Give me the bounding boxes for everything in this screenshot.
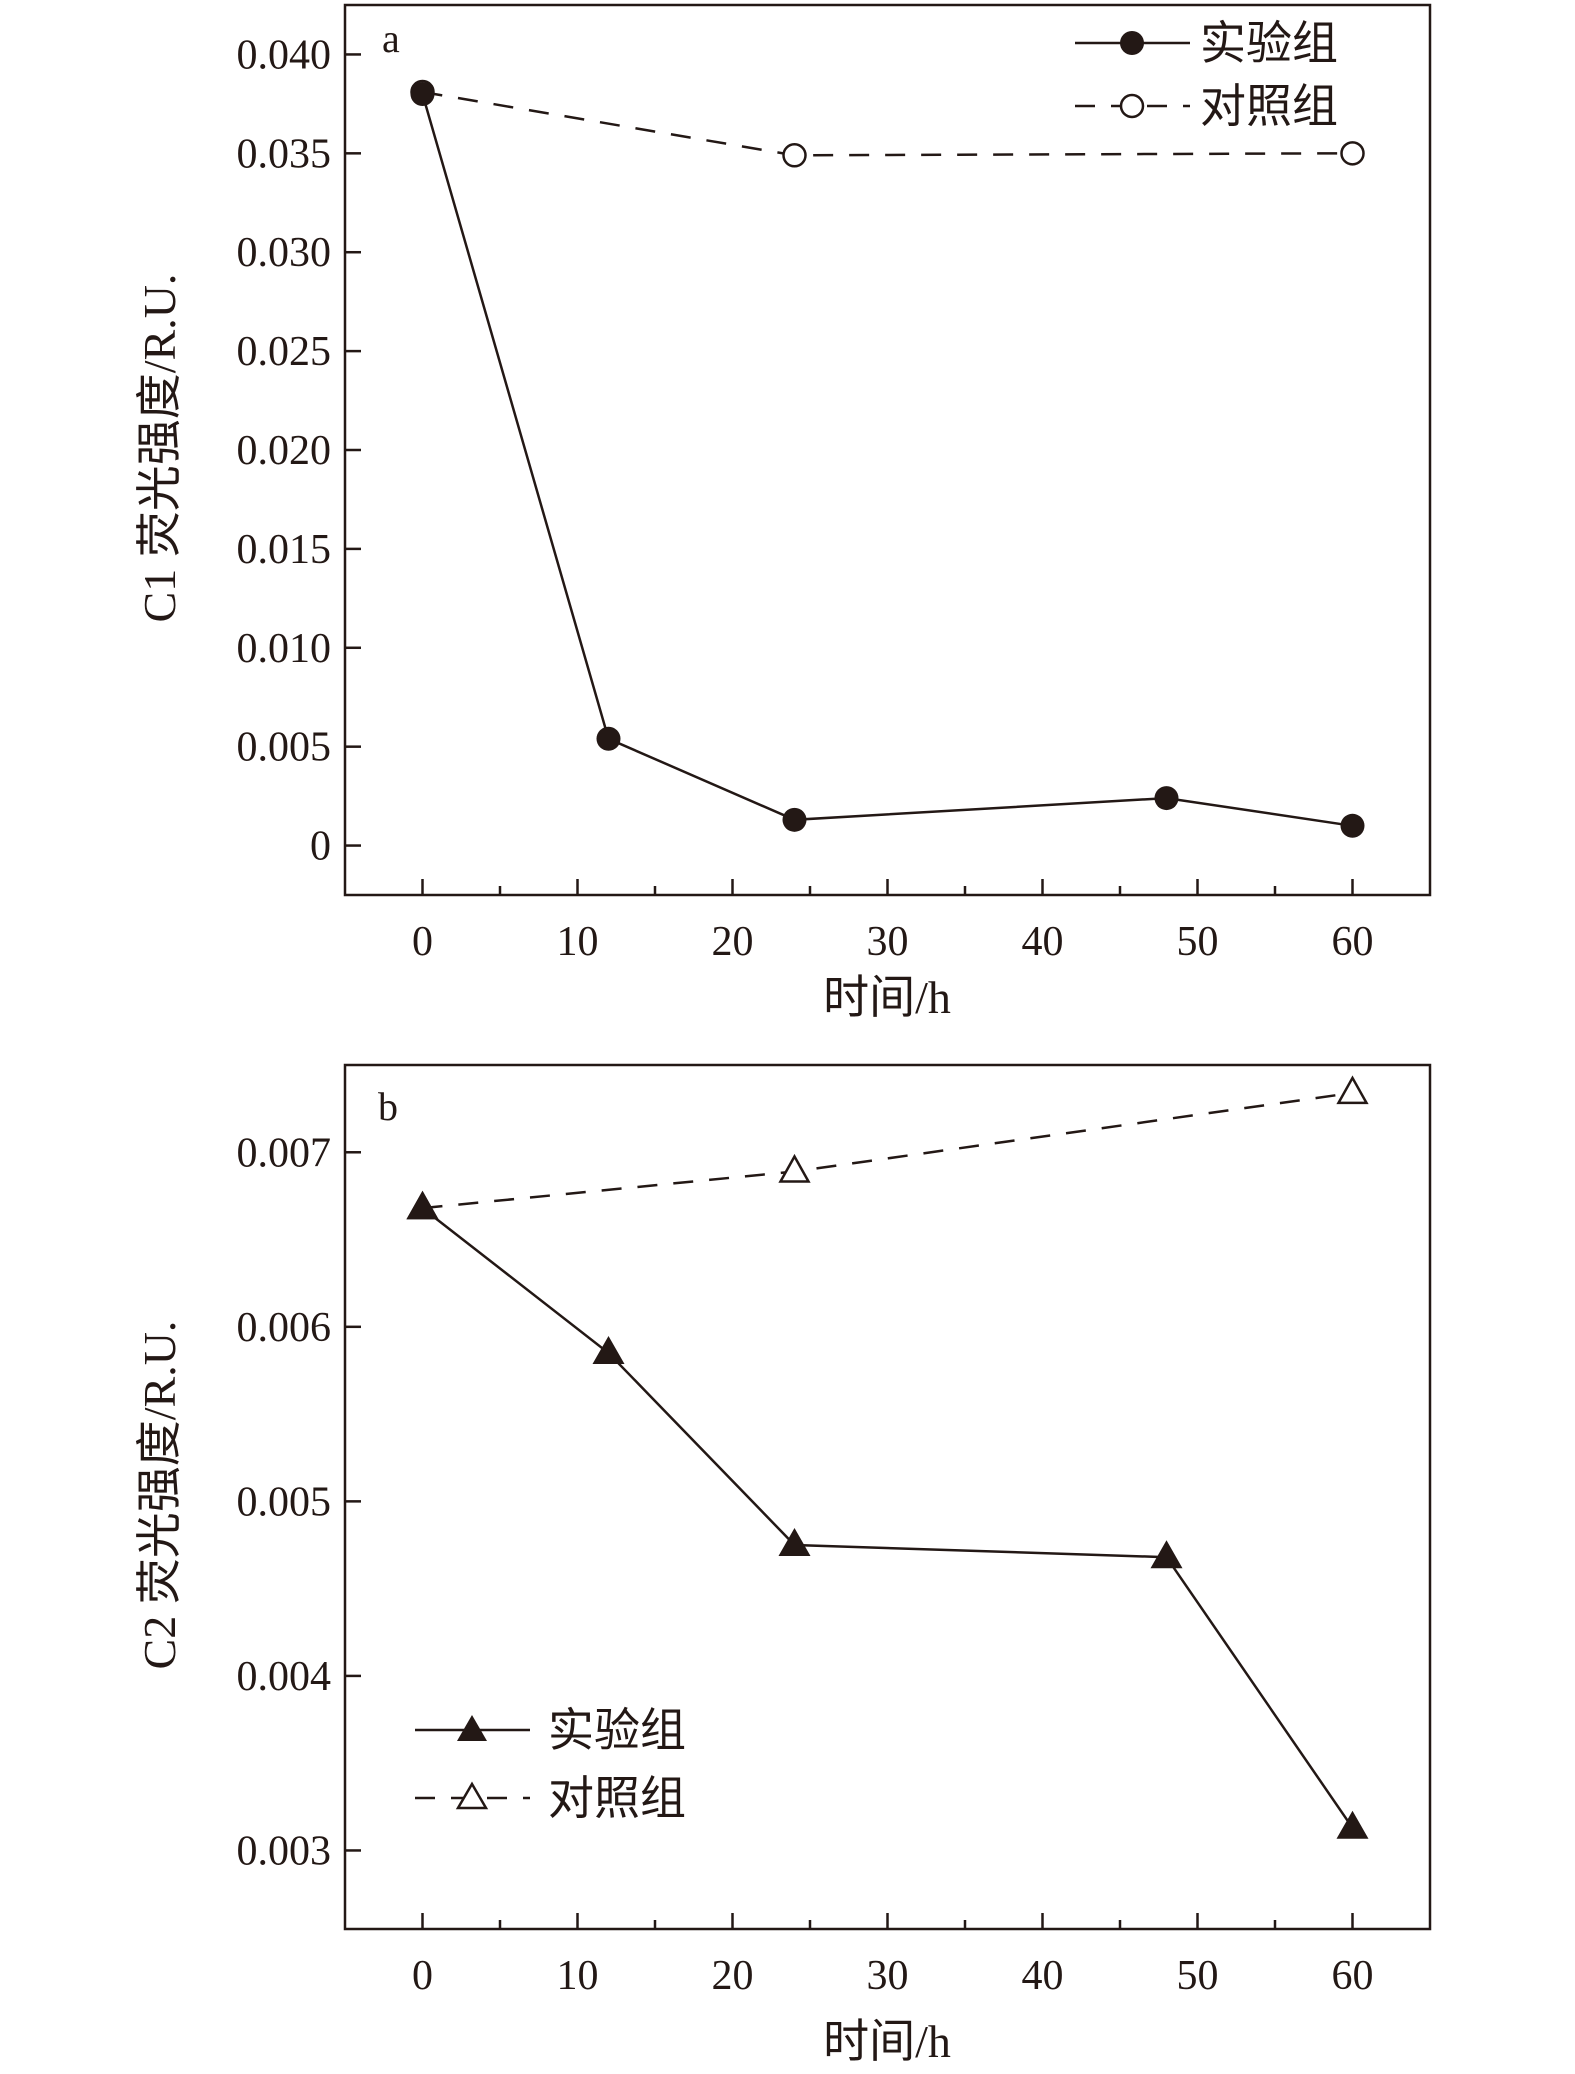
x-tick-label: 30 xyxy=(867,919,909,965)
panel-a-label: a xyxy=(382,16,400,61)
control-data-point xyxy=(778,1153,811,1183)
x-tick-label: 60 xyxy=(1332,919,1374,965)
legend-b-open-triangle-marker xyxy=(455,1781,489,1810)
experiment-data-point xyxy=(410,82,435,106)
y-tick-label: 0.005 xyxy=(237,725,332,771)
y-tick-label: 0.025 xyxy=(237,329,332,375)
x-tick-label: 40 xyxy=(1022,919,1064,965)
y-tick-label: 0.010 xyxy=(237,626,332,672)
x-tick-label: 50 xyxy=(1177,919,1219,965)
panel-b-label: b xyxy=(378,1084,398,1129)
x-tick-label: 10 xyxy=(557,919,599,965)
panel-a-x-axis: 0 10 20 30 40 50 60 xyxy=(412,879,1374,965)
x-tick-label: 60 xyxy=(1332,1953,1374,1999)
legend-a-open-circle-marker xyxy=(1119,93,1145,119)
panel-a-series xyxy=(410,79,1365,838)
legend-a-filled-circle-marker xyxy=(1120,31,1144,55)
panel-b-y-axis: 0.003 0.004 0.005 0.006 0.007 xyxy=(237,1130,361,1874)
experiment-data-point xyxy=(778,1528,811,1556)
panel-b-x-axis: 0 10 20 30 40 50 60 xyxy=(412,1913,1374,1999)
y-tick-label: 0.003 xyxy=(237,1828,332,1874)
panel-a-y-axis: 0 0.005 0.010 0.015 0.020 0.025 0.030 0.035 0.04… xyxy=(237,32,361,870)
panel-a-x-axis-title: 时间/h xyxy=(823,972,951,1023)
experiment-data-point xyxy=(1340,813,1365,838)
panel-a-plot-frame xyxy=(343,3,1432,897)
legend-b-control-label: 对照组 xyxy=(548,1773,686,1824)
y-tick-label: 0.035 xyxy=(237,131,332,177)
x-tick-label: 30 xyxy=(867,1953,909,1999)
y-tick-label: 0.007 xyxy=(237,1130,332,1176)
experiment-data-point xyxy=(592,1336,625,1364)
experiment-data-point xyxy=(596,726,621,751)
y-tick-label: 0.006 xyxy=(237,1305,332,1351)
experiment-data-point xyxy=(1154,786,1179,811)
x-tick-label: 20 xyxy=(712,919,754,965)
y-tick-label: 0.015 xyxy=(237,527,332,573)
panel-b-y-axis-title: C2 荧光强度/R.U. xyxy=(134,1321,185,1670)
legend-a-experiment-label: 实验组 xyxy=(1200,18,1338,69)
panel-a-y-axis-title: C1 荧光强度/R.U. xyxy=(134,274,185,623)
experiment-data-point xyxy=(1336,1810,1369,1839)
panel-b-legend: 实验组 对照组 xyxy=(415,1705,686,1824)
panel-b-x-axis-title: 时间/h xyxy=(823,2016,951,2067)
legend-b-filled-triangle-marker xyxy=(457,1715,487,1741)
x-tick-label: 20 xyxy=(712,1953,754,1999)
y-tick-label: 0.020 xyxy=(237,428,332,474)
y-tick-label: 0 xyxy=(310,824,331,870)
x-tick-label: 40 xyxy=(1022,1953,1064,1999)
x-tick-label: 0 xyxy=(412,919,433,965)
experiment-data-point xyxy=(782,807,807,832)
panel-b-series xyxy=(406,1075,1369,1839)
y-tick-label: 0.005 xyxy=(237,1479,332,1525)
y-tick-label: 0.030 xyxy=(237,230,332,276)
control-data-point xyxy=(782,143,807,168)
x-tick-label: 50 xyxy=(1177,1953,1219,1999)
y-tick-label: 0.004 xyxy=(237,1654,332,1700)
control-data-point xyxy=(1336,1075,1369,1105)
experiment-series-line xyxy=(421,93,1353,828)
x-tick-label: 0 xyxy=(412,1953,433,1999)
legend-a-control-label: 对照组 xyxy=(1200,81,1338,132)
x-tick-label: 10 xyxy=(557,1953,599,1999)
experiment-data-point xyxy=(1150,1540,1183,1569)
control-series-line xyxy=(422,1091,1353,1210)
y-tick-label: 0.040 xyxy=(237,32,332,78)
panel-a-chart: 0 0.005 0.010 0.015 0.020 0.025 0.030 0.035 0.04… xyxy=(134,3,1432,1023)
legend-b-experiment-label: 实验组 xyxy=(548,1705,686,1756)
panel-b-plot-frame xyxy=(343,1063,1432,1931)
panel-a-legend: 实验组 对照组 xyxy=(1075,18,1338,132)
control-data-point xyxy=(1340,141,1365,166)
experiment-data-point xyxy=(406,1191,439,1220)
